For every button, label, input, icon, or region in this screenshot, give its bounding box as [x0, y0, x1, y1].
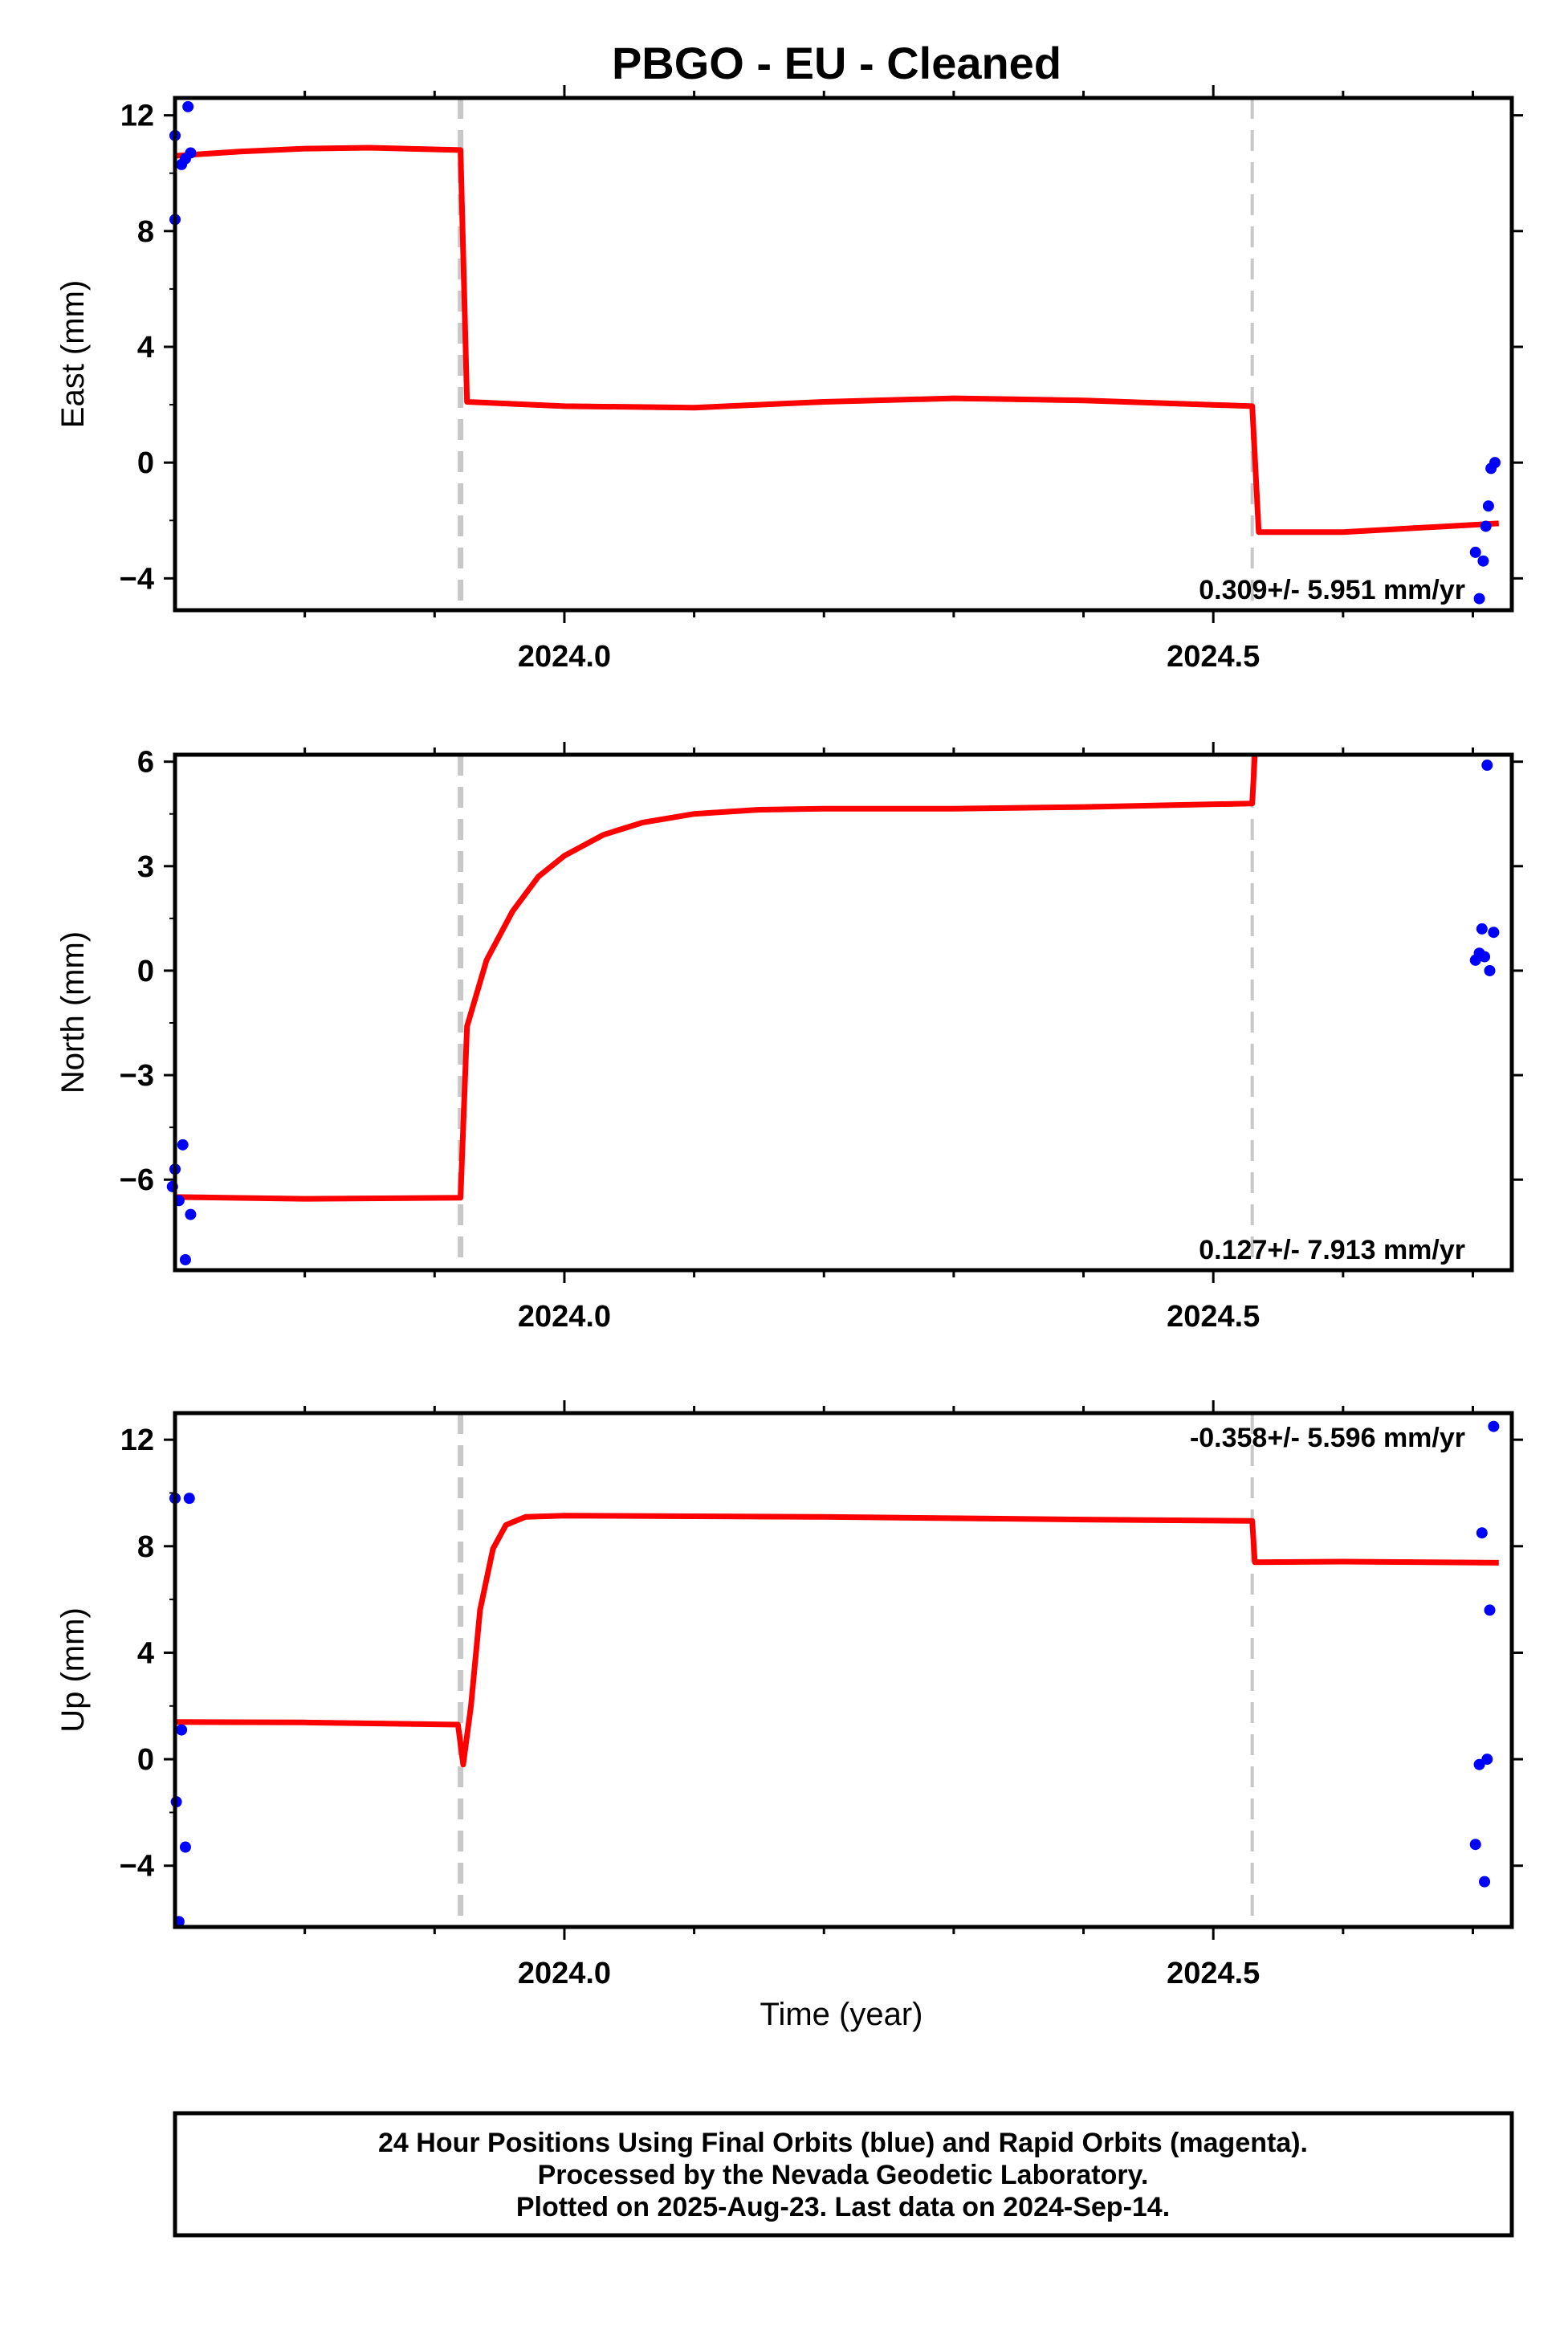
y-tick-label: 0 — [137, 955, 154, 988]
footer-line-3: Plotted on 2025-Aug-23. Last data on 202… — [516, 2192, 1170, 2222]
data-point — [1473, 593, 1485, 605]
model-line-north — [175, 755, 1258, 1202]
data-point — [185, 1208, 197, 1220]
panels: −4 0 4 8 12 2024.0 2024.5 East (mm) 0.309+/- 5.9… — [55, 85, 1523, 1990]
panel-frame — [173, 96, 1514, 613]
panel-north: −6 −3 0 3 6 2024.0 2024.5 North (mm) 0.127+/- 7.… — [55, 742, 1523, 1334]
y-tick-label: −4 — [120, 562, 154, 596]
y-tick-label: 8 — [137, 215, 154, 249]
data-point — [179, 1253, 191, 1265]
data-point — [1482, 500, 1494, 512]
rate-annotation: 0.309+/- 5.951 mm/yr — [1199, 575, 1465, 605]
data-point — [1476, 1527, 1488, 1539]
x-tick-label: 2024.5 — [1167, 640, 1260, 674]
y-tick-label: −6 — [120, 1163, 154, 1197]
footer-line-1: 24 Hour Positions Using Final Orbits (bl… — [378, 2128, 1308, 2158]
x-tick-label: 2024.5 — [1167, 1300, 1260, 1334]
data-point — [176, 1724, 188, 1736]
data-point — [179, 1841, 191, 1853]
y-axis-label: North (mm) — [55, 931, 91, 1094]
data-point — [1469, 546, 1481, 558]
x-tick-label: 2024.0 — [518, 640, 611, 674]
data-point — [1479, 951, 1491, 963]
panel-frame — [173, 752, 1514, 1273]
panel-up: −4 0 4 8 12 2024.0 2024.5 Up (mm) -0.358+/- 5.59… — [55, 1400, 1523, 1990]
y-tick-label: 3 — [137, 850, 154, 884]
panel-frame — [173, 1411, 1514, 1929]
data-point — [183, 1493, 195, 1505]
panel-east: −4 0 4 8 12 2024.0 2024.5 East (mm) 0.309+/- 5.9… — [55, 85, 1523, 674]
data-point — [1476, 923, 1488, 935]
y-tick-label: 12 — [120, 1424, 154, 1457]
model-line-up — [175, 1513, 1499, 1768]
y-tick-label: −3 — [120, 1059, 154, 1093]
data-point — [1484, 964, 1496, 976]
data-point — [185, 147, 197, 159]
y-tick-label: 8 — [137, 1530, 154, 1564]
data-point — [1480, 520, 1492, 532]
y-tick-label: 0 — [137, 446, 154, 480]
data-point — [1469, 1839, 1481, 1851]
y-tick-label: 4 — [137, 1636, 154, 1670]
data-point — [1488, 1420, 1500, 1432]
model-line-east — [175, 145, 1499, 536]
footer-box: 24 Hour Positions Using Final Orbits (bl… — [173, 2111, 1514, 2238]
figure-title: PBGO - EU - Cleaned — [612, 38, 1061, 88]
x-tick-label: 2024.0 — [518, 1300, 611, 1334]
y-axis-label: East (mm) — [55, 280, 91, 428]
x-axis-label: Time (year) — [760, 1997, 923, 2032]
y-tick-label: −4 — [120, 1850, 154, 1884]
y-axis-label: Up (mm) — [55, 1607, 91, 1733]
footer-frame — [173, 2111, 1514, 2238]
footer-line-2: Processed by the Nevada Geodetic Laborat… — [538, 2160, 1149, 2190]
data-point — [1484, 1604, 1496, 1616]
data-point — [1479, 1876, 1491, 1888]
rate-annotation: -0.358+/- 5.596 mm/yr — [1190, 1423, 1465, 1453]
y-tick-label: 0 — [137, 1743, 154, 1777]
y-tick-label: 6 — [137, 746, 154, 780]
data-point — [1481, 760, 1493, 772]
y-tick-label: 4 — [137, 331, 154, 365]
x-tick-label: 2024.0 — [518, 1957, 611, 1990]
data-point — [177, 1139, 189, 1151]
data-point — [1488, 927, 1500, 939]
data-point — [1489, 457, 1501, 469]
data-point — [182, 100, 194, 112]
data-point — [1481, 1754, 1493, 1766]
x-tick-label: 2024.5 — [1167, 1957, 1260, 1990]
data-point — [1477, 555, 1489, 567]
y-tick-label: 12 — [120, 100, 154, 133]
rate-annotation: 0.127+/- 7.913 mm/yr — [1199, 1235, 1465, 1265]
